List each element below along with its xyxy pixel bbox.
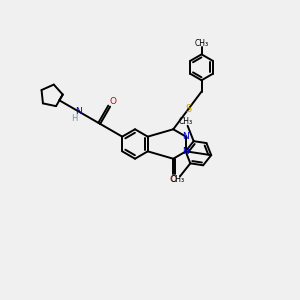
Text: N: N <box>183 147 189 156</box>
Text: CH₃: CH₃ <box>179 117 193 126</box>
Text: N: N <box>183 132 189 141</box>
Text: CH₃: CH₃ <box>194 39 208 48</box>
Text: O: O <box>170 175 177 184</box>
Text: N: N <box>75 106 82 116</box>
Text: S: S <box>185 104 192 114</box>
Text: CH₃: CH₃ <box>170 175 184 184</box>
Text: H: H <box>71 114 77 123</box>
Text: O: O <box>109 98 116 106</box>
